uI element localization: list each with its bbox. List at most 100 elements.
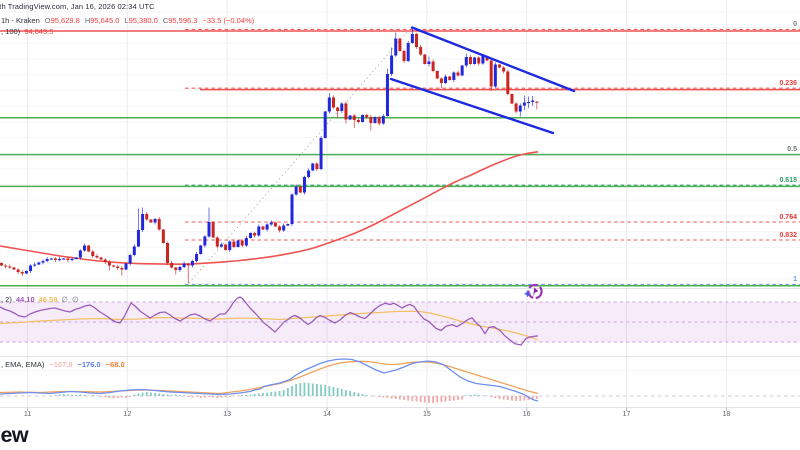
macd-histogram-bar [432,396,434,403]
candle-body-down [240,240,244,246]
candle-body-up [37,262,41,265]
candle-body-down [16,269,20,272]
macd-histogram-bar [150,392,152,396]
macd-histogram-bar [502,396,505,400]
macd-histogram-bar [345,390,347,396]
macd-line-value: −176.0 [77,360,101,369]
candle-body-down [278,226,282,231]
macd-histogram-bar [523,396,526,401]
macd-histogram-bar [179,395,181,396]
change-value: −33.5 (−0.04%) [202,16,255,25]
candle-body-up [385,74,389,116]
candle-body-up [319,138,323,169]
macd-histogram-bar [378,396,381,397]
macd-histogram-bar [411,396,414,401]
ma100-line [0,151,539,265]
macd-histogram-bar [469,395,472,396]
candle-body-up [74,257,78,259]
open-label: O [44,16,51,25]
candle-body-down [535,101,539,103]
candle-body-up [286,224,290,226]
candle-body-up [373,117,377,123]
candle-body-up [29,265,33,271]
candle-body-up [236,240,240,247]
macd-params: , EMA, EMA) [1,360,45,369]
macd-histogram-bar [253,394,256,396]
macd-histogram-bar [282,390,285,396]
candle-body-down [514,103,518,112]
candle-body-up [493,64,497,87]
macd-histogram-bar [311,383,314,396]
candle-body-down [149,219,153,223]
macd-histogram-bar [535,396,538,399]
candle-body-down [0,263,3,266]
macd-histogram-bar [104,396,107,398]
macd-histogram-bar [262,393,264,396]
candle-body-down [116,266,120,268]
candle-body-down [448,76,452,80]
candle-body-up [58,259,62,261]
macd-histogram [54,382,538,403]
macd-histogram-bar [91,395,94,396]
symbol-legend: 1h - Kraken O95,629.8 H95,645.0 L95,380.0 C9… [1,17,254,25]
candle-body-down [402,51,406,61]
candlestick-series [0,29,539,284]
candle-body-down [120,268,124,270]
macd-histogram-bar [494,396,497,398]
candle-body-down [468,57,472,64]
candle-body-down [161,229,165,243]
macd-histogram-bar [448,396,451,401]
candle-body-up [178,267,182,270]
candle-body-down [261,226,265,230]
candle-body-up [153,219,157,223]
candle-body-down [510,94,514,104]
candle-body-down [419,47,423,55]
macd-histogram-bar [162,394,165,396]
candle-body-down [398,38,402,51]
candle-body-up [348,115,352,120]
candle-body-up [24,271,28,274]
macd-histogram-bar [403,396,405,400]
macd-histogram-bar [295,384,298,396]
macd-histogram-bar [79,394,82,396]
time-label-14: 14 [323,411,331,418]
candle-body-up [78,250,82,258]
candle-body-up [132,246,136,255]
candle-body-up [83,245,86,251]
macd-histogram-bar [332,387,335,396]
candle-body-up [290,194,294,224]
rsi-value-4: ∅ [71,295,79,304]
macd-histogram-bar [112,396,115,399]
macd-histogram-bar [54,395,57,396]
macd-histogram-bar [336,388,339,396]
candle-body-down [8,266,12,268]
candle-body-down [232,241,236,247]
macd-histogram-bar [328,386,331,396]
candle-body-up [406,43,410,61]
candle-body-down [332,97,335,108]
macd-hist-value: −107.9 [49,360,73,369]
macd-histogram-bar [473,394,476,396]
macd-histogram-bar [361,394,364,396]
candle-body-down [456,72,460,76]
ma-label: , 100) [1,26,21,36]
macd-signal-value: −68.0 [105,360,125,369]
candle-body-down [91,251,95,256]
macd-histogram-bar [187,396,190,397]
trendline-lower [389,77,555,135]
macd-histogram-bar [278,391,281,396]
macd-histogram-bar [141,392,144,396]
macd-histogram-bar [444,396,447,402]
macd-histogram-bar [419,396,422,402]
candle-body-up [257,226,261,236]
macd-histogram-bar [67,394,69,396]
candle-body-down [66,258,70,260]
candle-body-up [307,170,311,177]
macd-histogram-bar [291,386,293,396]
candle-body-up [128,255,132,264]
macd-histogram-bar [100,396,102,397]
macd-histogram-bar [498,396,501,399]
candle-body-down [352,115,356,120]
time-label-13: 13 [223,411,232,418]
